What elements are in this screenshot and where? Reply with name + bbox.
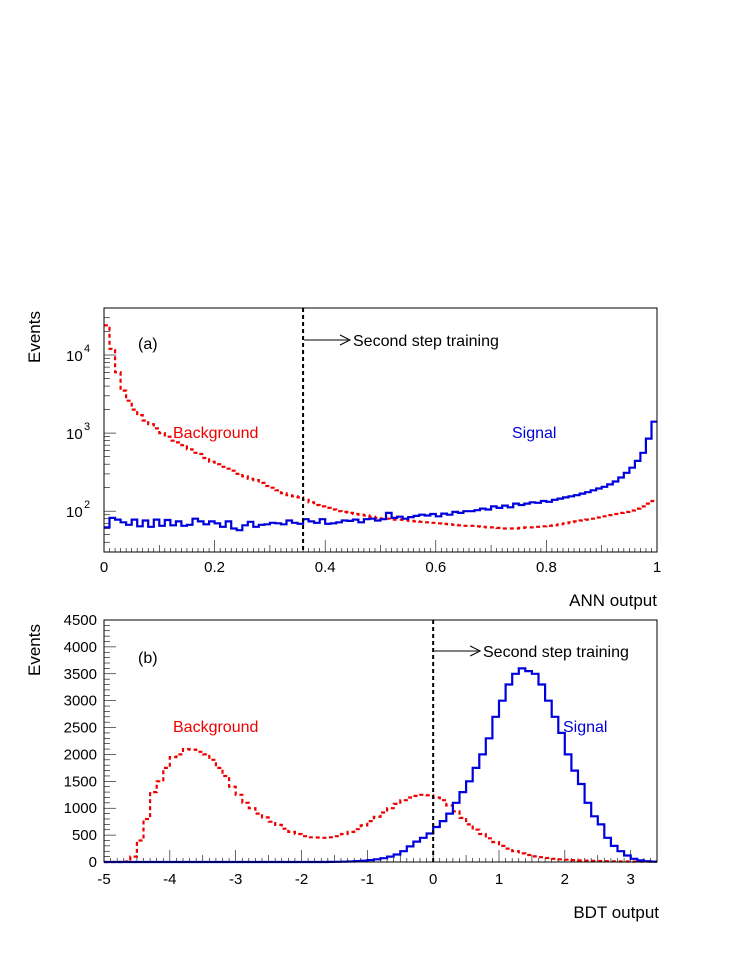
panel-b-label: (b) xyxy=(138,650,158,667)
panel-a-y-axis-label: Events xyxy=(25,311,44,363)
panel-b-x-tick-label: 2 xyxy=(561,871,569,888)
panel-b-y-tick-label: 1500 xyxy=(64,773,97,790)
panel-b-arrow xyxy=(434,645,482,657)
panel-b-x-tick-label: 1 xyxy=(495,871,503,888)
panel-b-y-tick-label: 4500 xyxy=(64,612,97,629)
panel-b-x-tick-label: 3 xyxy=(626,871,634,888)
panel-b-y-tick-label: 2000 xyxy=(64,746,97,763)
panel-b-y-tick-label: 3500 xyxy=(64,666,97,683)
panel-b-y-tick-labels: 0 500 1000 1500 2000 2500 3000 3500 4000 4500 xyxy=(64,612,97,871)
panel-a-y-tick-exponent: 3 xyxy=(84,421,90,433)
panel-b-x-tick-label: -2 xyxy=(295,871,308,888)
panel-b-arrow-head xyxy=(469,645,482,657)
panel-a-x-axis-label: ANN output xyxy=(569,591,657,610)
panel-a-signal-annotation: Signal xyxy=(512,425,556,442)
panel-b-y-axis-label: Events xyxy=(25,624,44,676)
panel-a-background-annotation: Background xyxy=(173,425,258,442)
panel-a-y-tick-exponent: 4 xyxy=(84,343,90,355)
panel-b-x-tick-label: -4 xyxy=(163,871,176,888)
panel-b-background-histogram xyxy=(104,748,657,864)
panel-b-x-tick-label: -3 xyxy=(229,871,242,888)
panel-b-signal-histogram xyxy=(104,667,657,864)
panel-b-y-tick-label: 2500 xyxy=(64,720,97,737)
panel-b-x-tick-labels: -5 -4 -3 -2 -1 0 1 2 3 xyxy=(97,871,635,888)
panel-b: Second step training (b) Background Sign… xyxy=(25,612,659,922)
panel-a-cut-label: Second step training xyxy=(353,333,499,350)
panel-a-x-tick-label: 0 xyxy=(100,559,108,576)
panel-b-signal-annotation: Signal xyxy=(563,719,607,736)
panel-b-cut-label: Second step training xyxy=(483,644,629,661)
panel-a-x-tick-label: 1 xyxy=(653,559,661,576)
panel-a-background-histogram xyxy=(104,324,657,530)
panel-b-y-tick-label: 500 xyxy=(72,827,97,844)
panel-b-background-annotation: Background xyxy=(173,719,258,736)
panel-b-frame xyxy=(103,619,658,863)
panel-a-x-tick-labels: 0 0.2 0.4 0.6 0.8 1 xyxy=(100,559,661,576)
panel-b-x-tick-label: 0 xyxy=(429,871,437,888)
panel-a-signal-histogram xyxy=(104,420,657,532)
panel-a-frame xyxy=(103,307,658,553)
panel-b-y-tick-label: 0 xyxy=(89,854,97,871)
panel-b-x-tick-label: -1 xyxy=(361,871,374,888)
panel-a-label: (a) xyxy=(138,336,158,353)
panel-a-x-tick-label: 0.6 xyxy=(425,559,446,576)
panel-a-x-tick-label: 0.2 xyxy=(204,559,225,576)
panel-a-arrow-head xyxy=(339,334,352,346)
panel-a-x-tick-label: 0.8 xyxy=(536,559,557,576)
panel-a-arrow xyxy=(304,334,352,346)
panel-b-x-tick-label: -5 xyxy=(97,871,110,888)
panel-a-y-tick-exponent: 2 xyxy=(84,499,90,511)
panel-a-ticks xyxy=(103,307,658,553)
panel-b-y-tick-label: 3000 xyxy=(64,693,97,710)
panel-a-x-tick-label: 0.4 xyxy=(315,559,336,576)
panel-a-y-tick-label: 10 xyxy=(66,348,83,365)
panel-b-y-tick-label: 1000 xyxy=(64,800,97,817)
panel-b-x-axis-label: BDT output xyxy=(573,903,659,922)
panel-b-y-tick-label: 4000 xyxy=(64,639,97,656)
panel-a: Second step training (a) Background Sign… xyxy=(25,307,661,610)
panel-a-y-tick-label: 10 xyxy=(66,504,83,521)
panel-a-y-tick-label: 10 xyxy=(66,426,83,443)
